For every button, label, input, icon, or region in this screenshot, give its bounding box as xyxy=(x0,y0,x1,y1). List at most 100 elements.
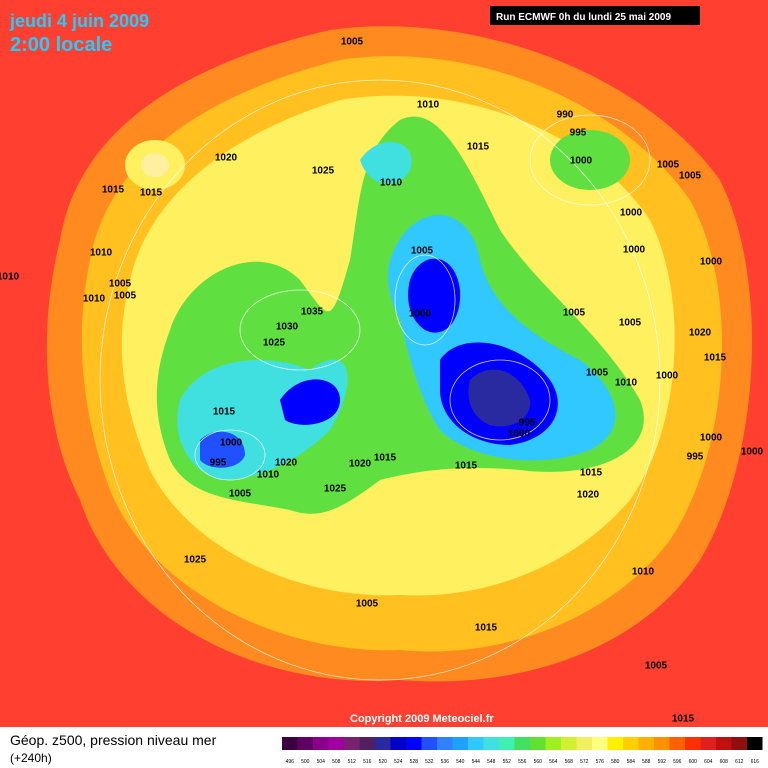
scale-swatch xyxy=(313,737,329,750)
date-title: jeudi 4 juin 2009 xyxy=(9,11,149,31)
color-scale: 496 500 504 508 512 516 520 524 528 532 536 540 544 5… xyxy=(282,737,763,765)
isobar-label: 1010 xyxy=(615,378,638,389)
scale-tick-label: 604 xyxy=(704,759,713,765)
field-shading xyxy=(46,26,753,682)
isobar-label: 1010 xyxy=(257,470,280,481)
run-info: Run ECMWF 0h du lundi 25 mai 2009 xyxy=(496,12,671,23)
scale-swatch xyxy=(406,737,422,750)
isobar-label: 1035 xyxy=(301,307,324,318)
scale-tick-label: 596 xyxy=(673,759,682,765)
isobar-label: 1000 xyxy=(700,433,723,444)
scale-swatch xyxy=(483,737,499,750)
scale-tick-label: 516 xyxy=(363,759,372,765)
isobar-label: 1015 xyxy=(102,185,125,196)
isobar-label: 1000 xyxy=(620,208,643,219)
isobar-label: 1010 xyxy=(417,100,440,111)
scale-swatch xyxy=(623,737,639,750)
isobar-label: 1010 xyxy=(0,272,20,283)
isobar-label: 1000 xyxy=(741,447,764,458)
isobar-label: 1000 xyxy=(700,257,723,268)
isobar-label: 1015 xyxy=(672,714,695,725)
isobar-label: 1010 xyxy=(90,248,113,259)
scale-swatch xyxy=(700,737,716,750)
scale-tick-label: 500 xyxy=(301,759,310,765)
scale-tick-label: 580 xyxy=(611,759,620,765)
scale-swatch xyxy=(747,737,763,750)
copyright: Copyright 2009 Meteociel.fr xyxy=(350,713,494,725)
scale-tick-label: 496 xyxy=(286,759,295,765)
isobar-label: 1005 xyxy=(619,318,642,329)
isobar-label: 1015 xyxy=(213,407,236,418)
isobar-label: 1005 xyxy=(114,291,137,302)
isobar-label: 1005 xyxy=(356,599,379,610)
scale-tick-label: 608 xyxy=(720,759,729,765)
scale-tick-label: 560 xyxy=(534,759,543,765)
scale-tick-label: 576 xyxy=(596,759,605,765)
scale-swatch xyxy=(452,737,468,750)
scale-tick-label: 528 xyxy=(410,759,419,765)
isobar-label: 1005 xyxy=(586,368,609,379)
isobar-label: 1015 xyxy=(455,461,478,472)
scale-tick-label: 556 xyxy=(518,759,527,765)
scale-swatch xyxy=(638,737,654,750)
isobar-label: 1030 xyxy=(276,322,299,333)
scale-swatch xyxy=(375,737,391,750)
isobar-label: 1000 xyxy=(623,245,646,256)
isobar-label: 1015 xyxy=(374,453,397,464)
isobar-label: 1020 xyxy=(577,490,600,501)
isobar-label: 1005 xyxy=(645,661,668,672)
isobar-label: 1025 xyxy=(263,338,286,349)
scale-tick-label: 520 xyxy=(379,759,388,765)
isobar-label: 1005 xyxy=(657,160,680,171)
scale-swatch xyxy=(716,737,732,750)
scale-swatch xyxy=(499,737,515,750)
scale-swatch xyxy=(390,737,406,750)
scale-tick-label: 616 xyxy=(751,759,760,765)
scale-tick-label: 600 xyxy=(689,759,698,765)
isobar-label: 1020 xyxy=(349,459,372,470)
scale-tick-label: 536 xyxy=(441,759,450,765)
scale-tick-label: 572 xyxy=(580,759,589,765)
scale-tick-label: 540 xyxy=(456,759,465,765)
isobar-label: 1000 xyxy=(508,429,531,440)
scale-swatch xyxy=(437,737,453,750)
isobar-label: 1005 xyxy=(563,308,586,319)
time-title: 2:00 locale xyxy=(10,34,112,56)
scale-tick-label: 504 xyxy=(317,759,326,765)
scale-swatch xyxy=(282,737,298,750)
isobar-label: 1005 xyxy=(109,279,132,290)
isobar-label: 990 xyxy=(557,110,574,121)
scale-swatch xyxy=(592,737,608,750)
isobar-label: 1025 xyxy=(324,484,347,495)
scale-swatch xyxy=(654,737,670,750)
isobar-label: 1025 xyxy=(184,555,207,566)
scale-swatch xyxy=(514,737,530,750)
field-name: Géop. z500, pression niveau mer xyxy=(10,732,217,748)
isobar-label: 1005 xyxy=(411,246,434,257)
scale-tick-label: 564 xyxy=(549,759,558,765)
scale-tick-label: 552 xyxy=(503,759,512,765)
isobar-label: 1015 xyxy=(467,142,490,153)
scale-swatch xyxy=(328,737,344,750)
scale-swatch xyxy=(669,737,685,750)
scale-tick-label: 524 xyxy=(394,759,403,765)
isobar-label: 1020 xyxy=(689,328,712,339)
scale-swatch xyxy=(576,737,592,750)
isobar-label: 1010 xyxy=(83,294,106,305)
scale-swatch xyxy=(731,737,747,750)
isobar-label: 1005 xyxy=(679,171,702,182)
scale-swatch xyxy=(545,737,561,750)
isobar-label: 1020 xyxy=(215,153,238,164)
isobar-label: 1005 xyxy=(229,489,252,500)
scale-tick-label: 584 xyxy=(627,759,636,765)
isobar-label: 1015 xyxy=(140,188,163,199)
scale-swatch xyxy=(421,737,437,750)
isobar-label: 1010 xyxy=(632,567,655,578)
isobar-label: 995 xyxy=(519,418,536,429)
isobar-label: 1000 xyxy=(656,371,679,382)
scale-tick-label: 508 xyxy=(332,759,341,765)
isobar-label: 1015 xyxy=(580,468,603,479)
scale-swatch xyxy=(468,737,484,750)
